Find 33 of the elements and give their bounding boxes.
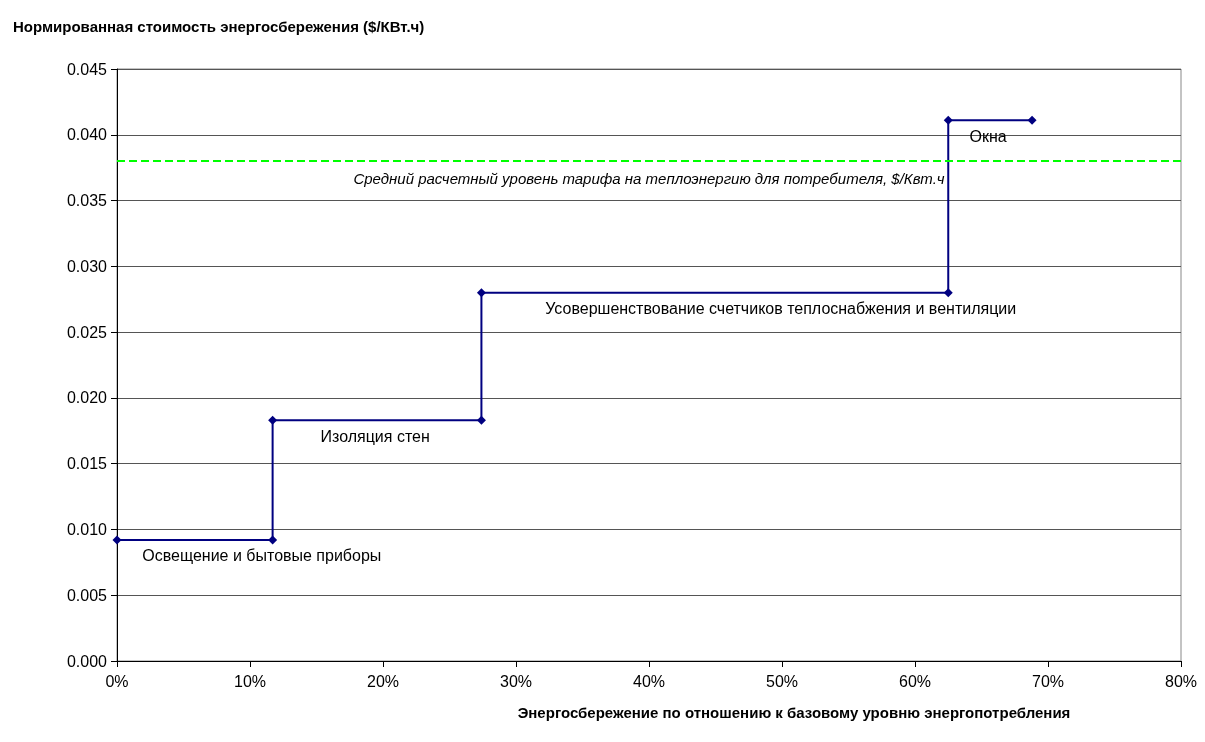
point (943, 115, 953, 125)
x-tick-label: 10% (233, 672, 267, 690)
point (476, 415, 486, 425)
x-tick-label: 20% (366, 672, 400, 690)
x-axis-title: Энергосбережение по отношению к базовому уровню энергопотребления (517, 704, 1071, 721)
x-tick-label: 0% (105, 672, 129, 690)
y-tick-label: 0.000 (66, 652, 108, 670)
y-tick-label: 0.015 (66, 455, 108, 473)
x-tick-label: 40% (632, 672, 666, 690)
annotation: Изоляция стен (320, 427, 430, 445)
y-tick-label: 0.020 (66, 389, 108, 407)
y-tick-label: 0.025 (66, 323, 108, 341)
y-tick-label: 0.030 (66, 257, 108, 275)
y-tick-label: 0.035 (66, 192, 108, 210)
x-tick-label: 50% (765, 672, 799, 690)
x-tick-label: 60% (898, 672, 932, 690)
chart-title: Нормированная стоимость энергосбережения ($/КВт.ч) (13, 18, 425, 35)
x-tick-label: 70% (1031, 672, 1065, 690)
point (476, 288, 486, 298)
y-tick-label: 0.040 (66, 126, 108, 144)
x-tick-label: 30% (499, 672, 533, 690)
point (268, 415, 278, 425)
point (1027, 115, 1037, 125)
point (943, 288, 953, 298)
point (112, 535, 122, 545)
annotation: Усовершенствование счетчиков теплоснабжения и вентиляции (545, 300, 1017, 318)
annotation: Освещение и бытовые приборы (142, 547, 382, 565)
y-tick-label: 0.005 (66, 586, 108, 604)
point (268, 535, 278, 545)
x-tick-label: 80% (1164, 672, 1198, 690)
y-tick-label: 0.045 (66, 60, 108, 78)
y-tick-label: 0.010 (66, 520, 108, 538)
ref-line-label: Средний расчетный уровень тарифа на теплоэнергию для потребителя, $/Квт.ч (353, 170, 945, 188)
